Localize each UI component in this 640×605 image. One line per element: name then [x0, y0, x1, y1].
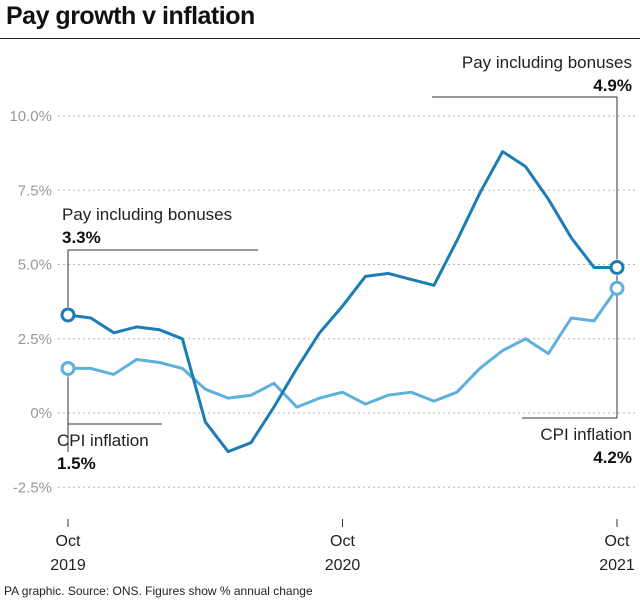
data-point-cpi-end: [609, 280, 625, 296]
pay-start-value: 3.3%: [62, 228, 101, 247]
series-line-cpi: [66, 286, 619, 409]
x-tick-month: Oct: [56, 533, 81, 550]
line-chart: 10.0% 7.5% 5.0% 2.5% 0% -2.5% Oct 2019 Oct 2020 O…: [9, 53, 636, 574]
data-point-pay-end: [609, 259, 625, 275]
footer-source: PA graphic. Source: ONS. Figures show % …: [4, 584, 313, 598]
y-tick-label: 2.5%: [18, 331, 52, 348]
cpi-start-value: 1.5%: [57, 454, 96, 473]
y-tick-label: 10.0%: [9, 108, 52, 125]
x-tick-year: 2019: [50, 557, 86, 574]
pay-end-label: Pay including bonuses: [462, 53, 632, 72]
cpi-start-label: CPI inflation: [57, 431, 149, 450]
pay-end-value: 4.9%: [593, 76, 632, 95]
y-tick-label: 5.0%: [18, 257, 52, 274]
x-tick-year: 2021: [599, 557, 635, 574]
y-tick-label: 7.5%: [18, 182, 52, 199]
series-line-pay: [66, 150, 619, 454]
x-tick-month: Oct: [330, 533, 355, 550]
data-point-cpi-start: [60, 360, 76, 376]
x-tick-month: Oct: [605, 533, 630, 550]
title-rule: [0, 38, 640, 39]
cpi-end-value: 4.2%: [593, 448, 632, 467]
pay-start-label: Pay including bonuses: [62, 205, 232, 224]
chart-title: Pay growth v inflation: [6, 2, 255, 30]
cpi-end-label: CPI inflation: [540, 425, 632, 444]
y-tick-label: -2.5%: [13, 479, 52, 496]
y-tick-label: 0%: [30, 405, 52, 422]
data-point-pay-start: [60, 307, 76, 323]
x-tick-year: 2020: [325, 557, 361, 574]
